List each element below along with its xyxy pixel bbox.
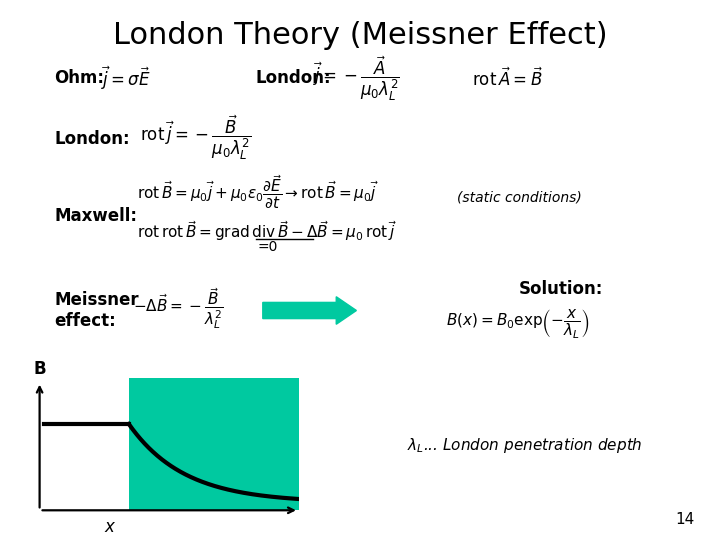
Text: $\vec{j} = \sigma\vec{E}$: $\vec{j} = \sigma\vec{E}$ <box>101 65 150 92</box>
Text: Ohm:: Ohm: <box>54 69 104 87</box>
Text: Maxwell:: Maxwell: <box>54 207 137 225</box>
Text: $-\Delta\vec{B} = -\dfrac{\vec{B}}{\lambda_L^2}$: $-\Delta\vec{B} = -\dfrac{\vec{B}}{\lamb… <box>133 286 224 332</box>
Text: 14: 14 <box>675 511 695 526</box>
Text: London Theory (Meissner Effect): London Theory (Meissner Effect) <box>113 21 607 50</box>
Text: (static conditions): (static conditions) <box>457 190 582 204</box>
Text: $\vec{j} = -\dfrac{\vec{A}}{\mu_0 \lambda_L^2}$: $\vec{j} = -\dfrac{\vec{A}}{\mu_0 \lambd… <box>313 54 400 103</box>
Text: x: x <box>105 518 114 536</box>
Text: London:: London: <box>54 130 130 148</box>
Text: $\mathrm{rot}\,\vec{A} = \vec{B}$: $\mathrm{rot}\,\vec{A} = \vec{B}$ <box>472 67 543 90</box>
FancyArrow shape <box>263 297 356 324</box>
Text: $\mathrm{rot}\,\vec{B} = \mu_0\vec{j} + \mu_0\varepsilon_0\dfrac{\partial\vec{E}: $\mathrm{rot}\,\vec{B} = \mu_0\vec{j} + … <box>137 173 379 211</box>
Bar <box>129 378 299 510</box>
Text: =0: =0 <box>258 240 278 254</box>
Text: $\lambda_L$... London penetration depth: $\lambda_L$... London penetration depth <box>407 436 642 455</box>
Text: Meissner: Meissner <box>54 291 139 309</box>
Text: London:: London: <box>256 69 331 87</box>
Text: $B(x) = B_0\exp\!\left(-\dfrac{x}{\lambda_L}\right)$: $B(x) = B_0\exp\!\left(-\dfrac{x}{\lambd… <box>446 307 590 341</box>
Text: effect:: effect: <box>54 312 116 330</box>
Text: B: B <box>33 360 46 378</box>
Text: $\mathrm{rot}\,\vec{j} = -\dfrac{\vec{B}}{\mu_0 \lambda_L^2}$: $\mathrm{rot}\,\vec{j} = -\dfrac{\vec{B}… <box>140 113 252 162</box>
Text: Solution:: Solution: <box>518 280 603 298</box>
Text: $\mathrm{rot\,rot}\,\vec{B} = \mathrm{grad\,div}\,\vec{B} - \Delta\vec{B} = \mu_: $\mathrm{rot\,rot}\,\vec{B} = \mathrm{gr… <box>137 219 397 242</box>
